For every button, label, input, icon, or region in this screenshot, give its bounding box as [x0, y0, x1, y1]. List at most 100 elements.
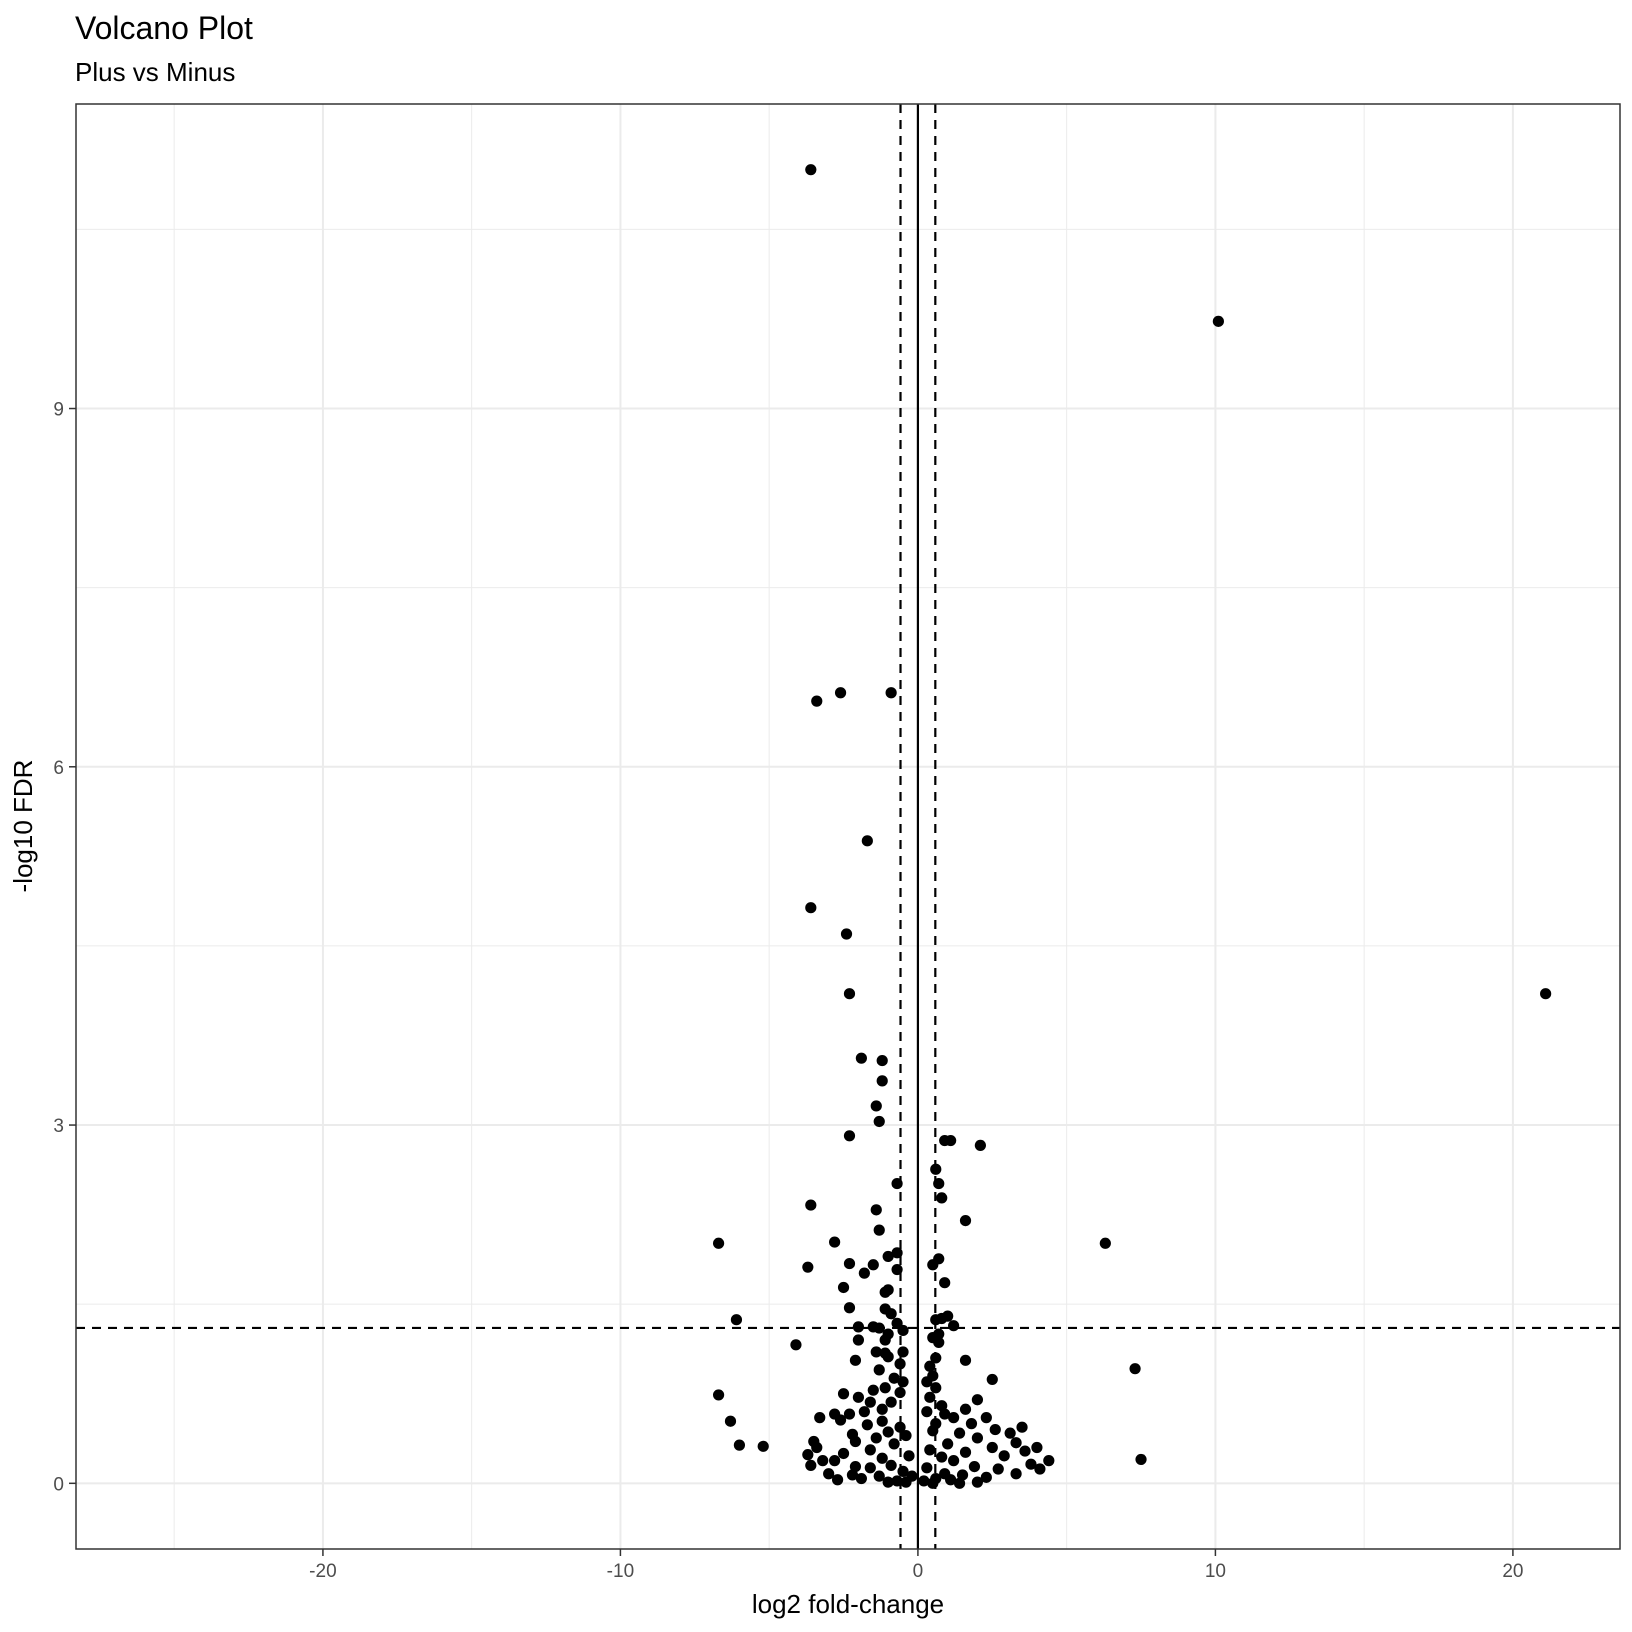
- data-point: [834, 687, 847, 699]
- data-point: [894, 1358, 906, 1370]
- y-tick-label: 0: [53, 1474, 64, 1495]
- data-point: [858, 1406, 870, 1418]
- data-point: [867, 1259, 879, 1271]
- data-point: [945, 1134, 957, 1147]
- data-point: [843, 988, 856, 1000]
- data-point: [724, 1415, 737, 1427]
- data-point: [891, 1475, 903, 1487]
- data-point: [894, 1386, 906, 1399]
- data-point: [959, 1446, 972, 1458]
- y-tick-label: 6: [53, 758, 64, 779]
- data-point: [870, 1432, 882, 1444]
- data-point: [900, 1429, 912, 1442]
- data-point: [903, 1450, 915, 1462]
- data-point: [837, 1388, 850, 1400]
- data-point: [1010, 1468, 1022, 1480]
- data-point: [948, 1320, 960, 1332]
- data-point: [849, 1435, 862, 1448]
- reference-lines: [76, 104, 1620, 1549]
- data-point: [965, 1418, 978, 1430]
- data-point: [814, 1412, 826, 1424]
- data-point: [817, 1455, 829, 1467]
- data-point: [948, 1412, 960, 1424]
- data-point: [921, 1462, 933, 1474]
- data-point: [712, 1389, 725, 1401]
- data-point: [930, 1163, 942, 1175]
- data-point: [867, 1384, 879, 1396]
- data-point: [790, 1339, 802, 1351]
- y-tick-label: 9: [53, 400, 64, 421]
- data-point: [831, 1474, 844, 1486]
- data-point: [802, 1449, 814, 1461]
- data-point: [870, 1346, 882, 1358]
- data-point: [757, 1440, 769, 1452]
- data-point: [891, 1177, 903, 1190]
- x-tick-label: 20: [1502, 1561, 1523, 1582]
- data-point: [852, 1334, 865, 1346]
- x-tick-label: 0: [913, 1561, 924, 1582]
- data-point: [974, 1139, 986, 1151]
- data-point: [888, 1438, 900, 1450]
- panel-border: [75, 103, 1621, 1550]
- data-point: [992, 1463, 1004, 1475]
- data-point: [971, 1432, 984, 1444]
- data-point: [888, 1372, 900, 1384]
- grid-lines: [76, 104, 1620, 1549]
- data-point: [846, 1469, 859, 1481]
- data-point: [953, 1427, 966, 1439]
- data-point: [1043, 1455, 1055, 1467]
- data-point: [823, 1468, 835, 1480]
- chart-subtitle: Plus vs Minus: [75, 57, 235, 87]
- x-tick-label: 10: [1205, 1561, 1226, 1582]
- data-point: [885, 1308, 897, 1320]
- data-point: [930, 1382, 942, 1394]
- data-point: [986, 1441, 998, 1454]
- data-point: [924, 1444, 936, 1456]
- data-point: [939, 1277, 951, 1289]
- data-point: [879, 1334, 891, 1346]
- data-point: [843, 1408, 856, 1420]
- data-point: [837, 1281, 850, 1294]
- data-point: [864, 1444, 876, 1456]
- data-point: [879, 1286, 891, 1298]
- data-point: [885, 1459, 897, 1472]
- data-point: [843, 1302, 856, 1314]
- data-point: [1540, 988, 1552, 1000]
- data-point: [1004, 1427, 1016, 1439]
- data-point: [891, 1247, 903, 1259]
- data-point: [936, 1312, 948, 1325]
- data-point: [959, 1354, 972, 1366]
- data-point: [897, 1465, 909, 1477]
- x-tick-label: -20: [309, 1561, 336, 1582]
- chart-title: Volcano Plot: [75, 10, 253, 46]
- data-point: [959, 1214, 972, 1227]
- data-point: [894, 1421, 906, 1433]
- data-point: [837, 1447, 850, 1460]
- x-axis-title: log2 fold-change: [752, 1589, 944, 1619]
- data-point: [924, 1360, 936, 1372]
- data-point: [733, 1439, 746, 1451]
- data-point: [933, 1177, 945, 1190]
- data-point: [882, 1426, 894, 1438]
- data-point: [927, 1477, 939, 1489]
- data-point: [876, 1403, 888, 1415]
- data-point: [897, 1324, 909, 1337]
- data-point: [829, 1236, 841, 1248]
- data-point: [942, 1438, 954, 1450]
- data-point: [876, 1054, 888, 1067]
- data-point: [805, 1459, 817, 1472]
- data-point: [1031, 1441, 1043, 1454]
- data-point: [885, 687, 897, 699]
- data-point: [953, 1477, 966, 1489]
- data-point: [980, 1471, 992, 1483]
- data-point: [1016, 1421, 1028, 1433]
- data-point: [948, 1455, 960, 1467]
- y-tick-label: 3: [53, 1116, 64, 1137]
- data-point: [959, 1403, 972, 1415]
- data-point: [900, 1476, 912, 1488]
- data-point: [870, 1204, 882, 1216]
- data-point: [805, 1199, 817, 1211]
- data-point: [730, 1314, 743, 1326]
- data-point: [805, 902, 817, 914]
- data-point: [930, 1352, 942, 1364]
